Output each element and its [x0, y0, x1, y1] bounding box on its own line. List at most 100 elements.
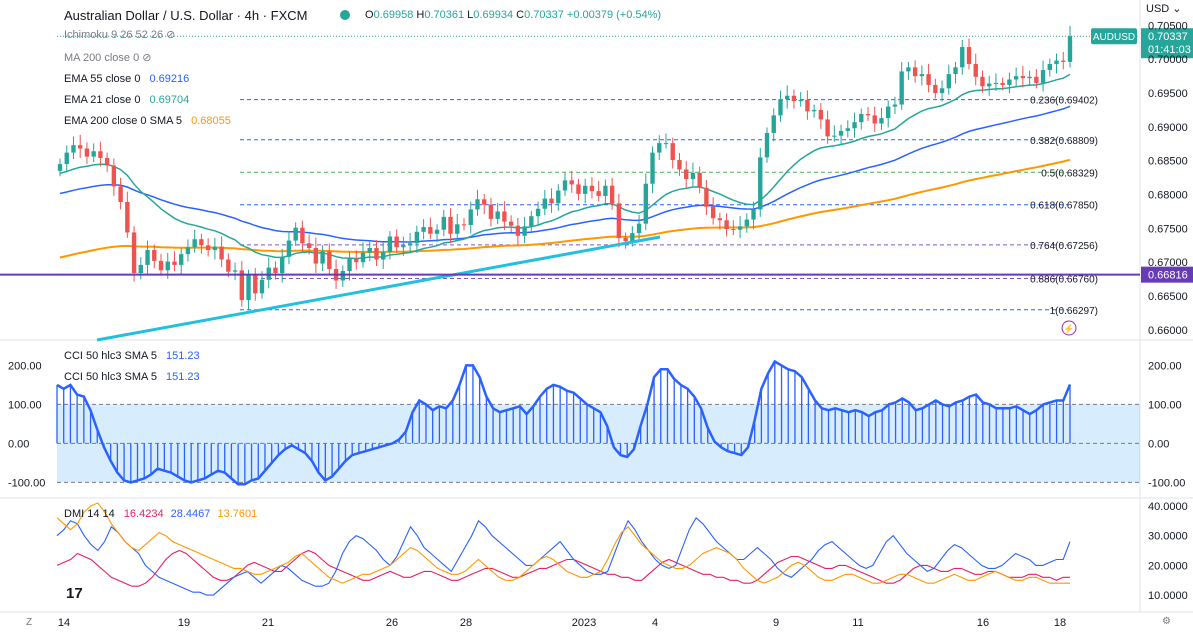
hidden-eye-icon[interactable]: ⊘ [166, 29, 176, 41]
lightning-glyph: ⚡ [1063, 323, 1074, 335]
candle-body [576, 184, 581, 194]
currency-selector[interactable]: USD ⌄ [1146, 2, 1182, 15]
candle-body [138, 264, 143, 274]
dmi-tick-label: 10.0000 [1148, 590, 1188, 602]
candle-body [495, 211, 500, 219]
dmi-tick-label: 30.0000 [1148, 531, 1188, 543]
dmi-adx-line [56, 516, 1071, 596]
x-tick-label: 2023 [572, 617, 596, 629]
candle-body [253, 275, 258, 294]
close-value: 0.70337 [524, 9, 564, 21]
x-tick-label: 9 [773, 617, 779, 629]
candle-body [865, 114, 871, 116]
candle-body [778, 99, 783, 116]
candle-body [259, 279, 265, 294]
candle-body [71, 145, 76, 153]
candle-body [428, 227, 433, 234]
symbol-title[interactable]: Australian Dollar / U.S. Dollar · 4h · F… [64, 8, 308, 23]
candle-body [1067, 36, 1073, 62]
candle-body [192, 239, 197, 248]
x-tick-label: 16 [977, 617, 989, 629]
legend-dmi[interactable]: DMI 14 14 16.4234 28.4467 13.7601 [64, 508, 257, 520]
candle-body [84, 148, 90, 157]
candle-body [919, 74, 925, 77]
candle-body [286, 240, 292, 257]
candle-body [677, 160, 682, 170]
candle-body [488, 204, 494, 219]
legend-ema21[interactable]: EMA 21 close 0 0.69704 [64, 94, 189, 106]
ema21-line [59, 73, 1071, 260]
trendline [96, 235, 661, 342]
candle-body [199, 239, 204, 246]
legend-ma200-label: MA 200 close 0 [64, 52, 140, 64]
candle-body [1007, 79, 1012, 85]
cci-panel: 200.00 200.00 100.00 100.00 0.00 0.00 -100.00 -… [8, 359, 1185, 489]
candle-body [1013, 76, 1019, 80]
ema55-line [59, 105, 1071, 243]
candle-body [327, 251, 332, 269]
candle-body [381, 252, 386, 260]
legend-cci-1-label: CCI 50 hlc3 SMA 5 [64, 350, 157, 362]
candle-body [785, 95, 790, 100]
candle-body [508, 221, 514, 226]
legend-ema55[interactable]: EMA 55 close 0 0.69216 [64, 73, 189, 85]
settings-gear-icon[interactable]: ⚙ [1162, 616, 1171, 627]
candle-body [125, 201, 130, 233]
price-tick-label: 0.66500 [1148, 291, 1188, 303]
cci-tick-right: -100.00 [1148, 477, 1185, 489]
candle-body [657, 143, 662, 153]
candle-body [697, 172, 702, 188]
candle-body [515, 225, 521, 236]
candle-body [892, 104, 898, 107]
x-tick-label: 19 [178, 617, 190, 629]
candle-body [306, 243, 312, 249]
candle-body [239, 270, 244, 301]
candle-body [394, 236, 399, 248]
candle-body [838, 130, 844, 136]
legend-cci-2[interactable]: CCI 50 hlc3 SMA 5 151.23 [64, 371, 200, 383]
candle-body [293, 227, 298, 241]
candle-body [825, 119, 830, 137]
candle-body [616, 203, 622, 238]
candle-body [461, 224, 467, 226]
cci-tick-left: 100.00 [8, 399, 42, 411]
candle-body [354, 258, 359, 263]
x-tick-label: 4 [652, 617, 658, 629]
candle-body [966, 47, 972, 64]
legend-ma200[interactable]: MA 200 close 0 ⊘ [64, 51, 152, 64]
hline-badge [1141, 266, 1193, 283]
x-tick-label: 18 [1054, 617, 1066, 629]
candle-body [367, 248, 372, 253]
candle-body [912, 67, 918, 77]
candle-body [751, 209, 756, 220]
timezone-z-button[interactable]: Z [26, 617, 33, 628]
candle-body [899, 71, 904, 105]
candle-body [482, 199, 487, 205]
cci-line [56, 359, 1072, 486]
candle-body [407, 243, 413, 246]
candle-body [872, 115, 877, 124]
legend-ichimoku[interactable]: Ichimoku 9 26 52 26 ⊘ [64, 28, 175, 41]
candle-body [993, 82, 999, 84]
candle-body [879, 118, 884, 124]
legend-ema200[interactable]: EMA 200 close 0 SMA 5 0.68055 [64, 115, 231, 127]
candle-body [980, 76, 985, 87]
candle-body [973, 63, 978, 77]
candle-body [764, 132, 770, 158]
main-grid [0, 0, 1193, 613]
legend-ema55-label: EMA 55 close 0 [64, 73, 141, 85]
last-price-badge [1141, 28, 1193, 59]
legend-cci-1[interactable]: CCI 50 hlc3 SMA 5 151.23 [64, 350, 200, 362]
candle-body [360, 252, 366, 263]
legend-cci-1-value: 151.23 [166, 350, 200, 362]
candle-body [374, 248, 379, 260]
hidden-eye-icon[interactable]: ⊘ [142, 52, 152, 64]
candle-body [347, 258, 352, 272]
candle-body [64, 152, 69, 165]
legend-cci-2-label: CCI 50 hlc3 SMA 5 [64, 371, 157, 383]
dmi-tick-label: 40.0000 [1148, 501, 1188, 513]
tradingview-logo-icon[interactable]: 17 [66, 585, 83, 602]
last-price-text: 0.70337 [1148, 31, 1188, 43]
candle-body [421, 227, 426, 232]
